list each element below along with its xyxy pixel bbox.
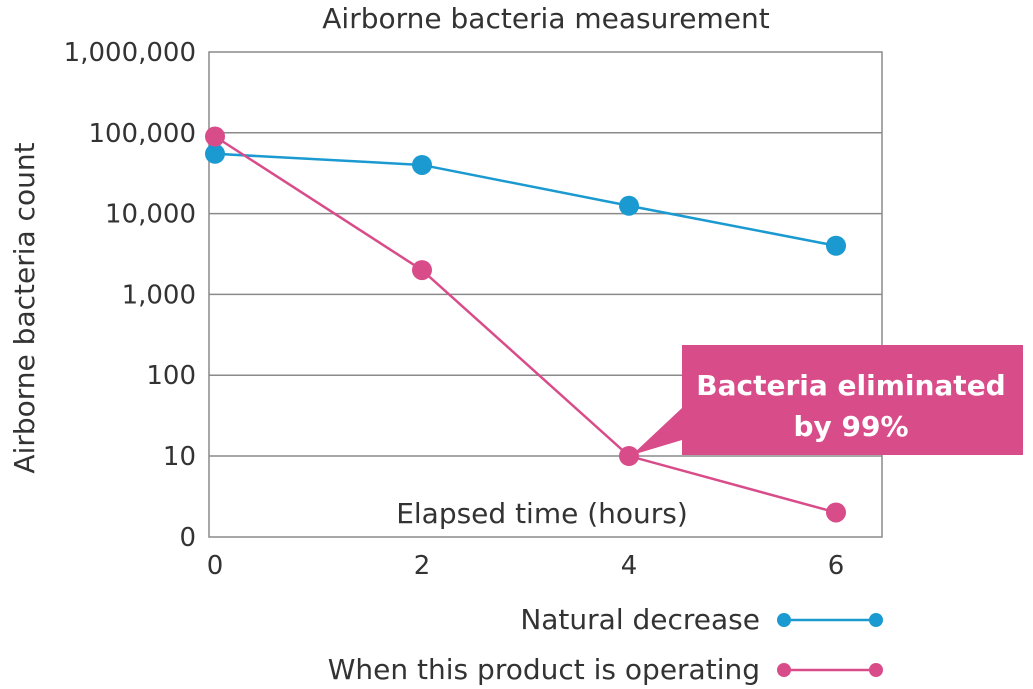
legend-label: When this product is operating [328,653,760,686]
x-tick-label: 2 [414,551,431,581]
y-tick-label: 10 [163,442,196,472]
data-point [412,260,432,281]
plot-frame [208,51,883,538]
series-1 [205,143,846,256]
series-line [214,135,837,514]
series-group [205,126,846,523]
y-tick-label: 100,000 [88,119,196,149]
y-axis-title: Airborne bacteria count [8,142,41,473]
legend-swatch-dot [777,663,791,677]
legend-item: Natural decrease [520,603,883,636]
data-point [412,154,432,175]
callout-annotation: Bacteria eliminated by 99% [632,345,1023,455]
x-tick-label: 0 [207,551,224,581]
chart-title: Airborne bacteria measurement [322,2,769,35]
y-tick-label: 10,000 [105,200,196,230]
y-tick-label: 1,000,000 [64,38,196,68]
callout-text-line-1: Bacteria eliminated [696,369,1005,402]
data-point [826,502,846,523]
data-point [619,446,639,466]
legend: Natural decrease When this product is ope… [328,603,883,686]
data-point [205,126,225,147]
legend-swatch-dot [869,613,883,627]
callout-text-line-2: by 99% [793,410,908,443]
series-2 [205,126,846,523]
y-tick-label: 1,000 [122,280,196,310]
data-point [826,235,846,256]
series-line [214,152,837,247]
y-tick-label: 0 [179,523,196,553]
x-axis-ticks: 0 2 4 6 [207,551,845,581]
x-tick-label: 6 [828,551,845,581]
legend-swatch-dot [869,663,883,677]
data-point [205,143,225,164]
legend-label: Natural decrease [520,603,760,636]
callout-bubble [632,345,1023,455]
x-axis-title: Elapsed time (hours) [396,497,688,530]
y-tick-label: 100 [146,361,196,391]
legend-swatch-dot [777,613,791,627]
legend-item: When this product is operating [328,653,883,686]
data-point [619,195,639,216]
x-tick-label: 4 [621,551,638,581]
